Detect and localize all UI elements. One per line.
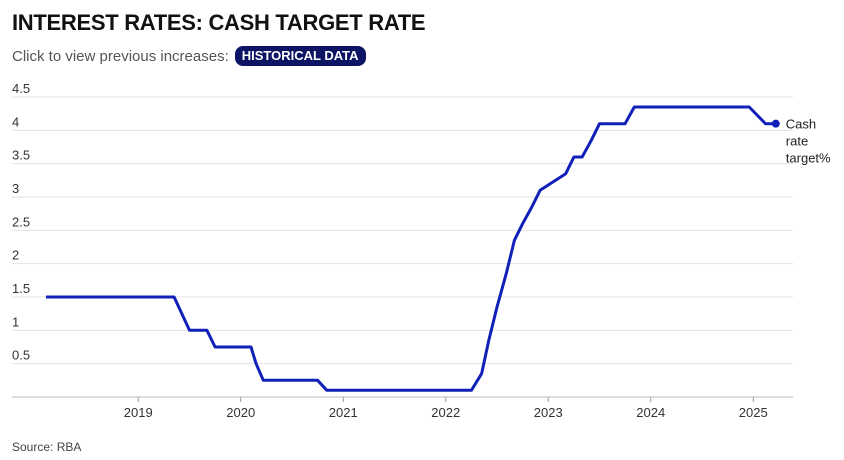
series-end-point: [771, 119, 780, 128]
historical-data-button[interactable]: HISTORICAL DATA: [234, 46, 366, 66]
y-tick-label: 1.5: [12, 281, 30, 296]
x-axis-ticks: 2019 2020 2021 2022 2023 2024 2025: [124, 397, 768, 420]
y-tick-label: 1: [12, 314, 19, 329]
x-tick-label: 2022: [431, 405, 460, 420]
x-tick-label: 2023: [534, 405, 563, 420]
x-tick-label: 2024: [636, 405, 665, 420]
chart-title: INTEREST RATES: CASH TARGET RATE: [12, 10, 426, 35]
x-tick-label: 2020: [226, 405, 255, 420]
x-tick-label: 2019: [124, 405, 153, 420]
x-tick-label: 2021: [329, 405, 358, 420]
y-tick-label: 3: [12, 181, 19, 196]
x-tick-label: 2025: [739, 405, 768, 420]
y-tick-label: 0.5: [12, 348, 30, 363]
end-label-line: rate: [786, 134, 808, 149]
source-note: Source: RBA: [12, 440, 82, 454]
grid: [12, 96, 793, 365]
y-tick-label: 2.5: [12, 214, 30, 229]
subtitle-text: Click to view previous increases:: [12, 47, 229, 65]
series-end-label: Cash rate target%: [786, 117, 831, 166]
y-tick-label: 3.5: [12, 148, 30, 163]
end-label-line: target%: [786, 151, 831, 166]
y-tick-label: 4.5: [12, 81, 30, 96]
y-tick-label: 4: [12, 114, 19, 129]
y-axis-ticks: 0.5 1 1.5 2 2.5 3 3.5 4 4.5: [12, 81, 30, 363]
end-label-line: Cash: [786, 117, 816, 132]
cash-rate-series-line: [46, 105, 776, 392]
y-tick-label: 2: [12, 248, 19, 263]
subtitle: Click to view previous increases: HISTOR…: [12, 46, 366, 66]
